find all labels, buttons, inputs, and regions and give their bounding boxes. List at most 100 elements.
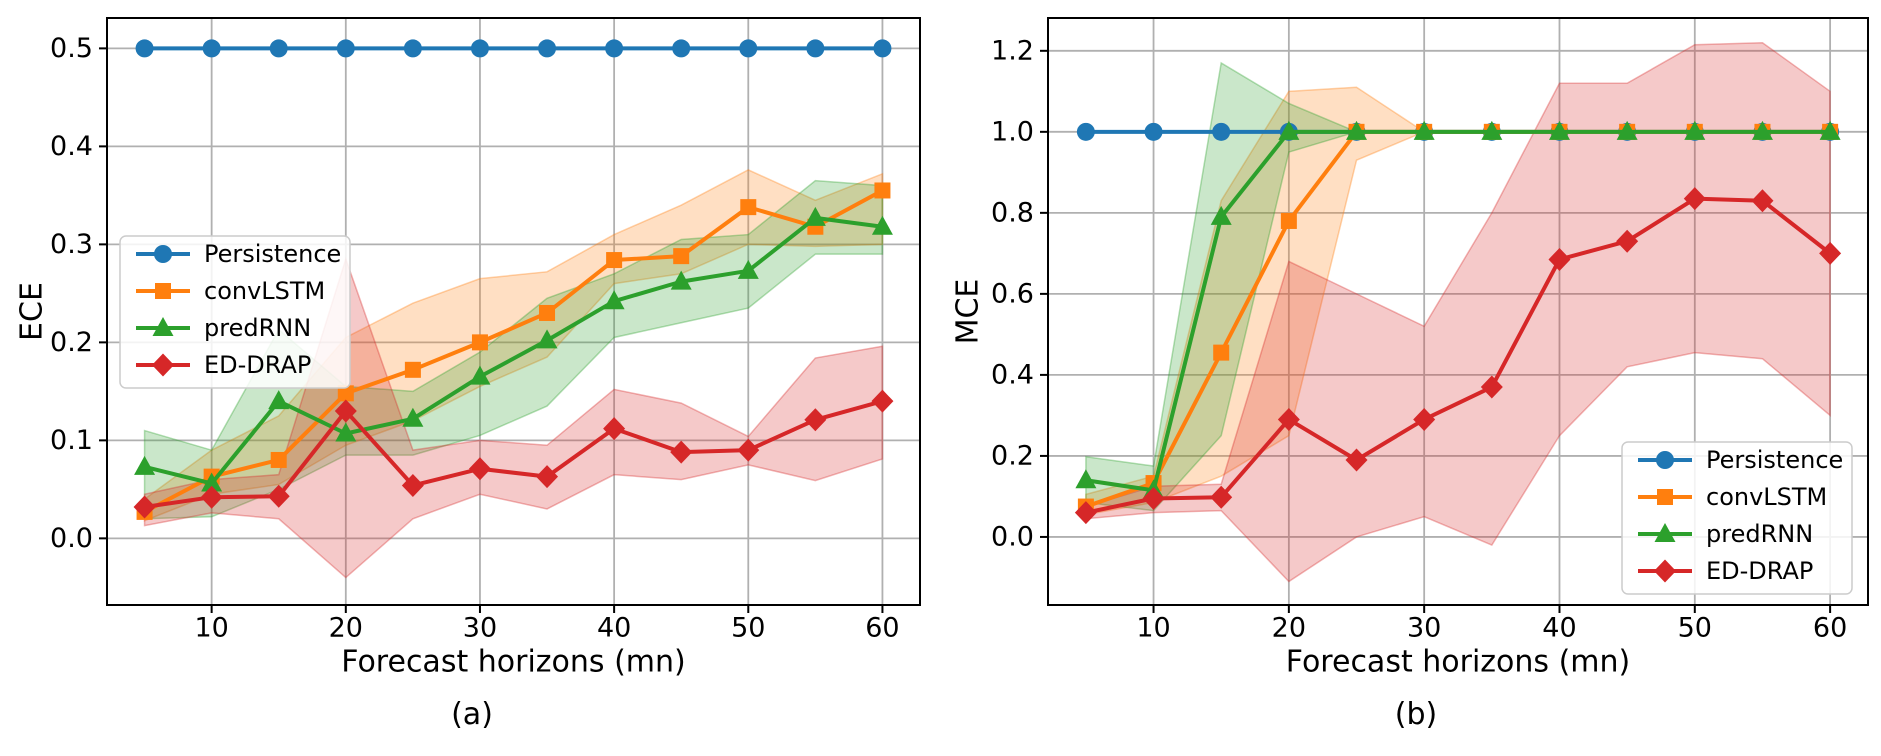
legend: Persistence convLSTM predRNN ED-DRAP [1621, 441, 1853, 595]
band-ED-DRAP [1085, 41, 1831, 583]
marker-ED-DRAP [334, 399, 357, 423]
y-tick-label: 0.0 [991, 521, 1034, 552]
legend-item-convLSTM: convLSTM [1638, 483, 1827, 511]
marker-convLSTM [606, 252, 623, 269]
marker-ED-DRAP [804, 408, 827, 432]
line-predRNN [1083, 129, 1833, 493]
y-tick-label: 0.4 [991, 359, 1034, 390]
legend-label-ED-DRAP: ED-DRAP [1706, 557, 1813, 585]
line-ED-DRAP [142, 399, 885, 510]
y-tick-label: 0.5 [50, 33, 93, 64]
marker-Persistence [202, 39, 221, 58]
legend-marker-predRNN [1654, 523, 1676, 542]
marker-Persistence [1076, 122, 1095, 141]
x-tick-label: 40 [597, 613, 631, 644]
legend-item-predRNN: predRNN [136, 314, 311, 342]
marker-convLSTM [471, 334, 488, 351]
series-predRNN [134, 206, 893, 492]
axes-spines [1047, 17, 1869, 606]
marker-predRNN [402, 407, 424, 427]
marker-predRNN [469, 365, 491, 385]
legend-item-predRNN: predRNN [1638, 520, 1813, 548]
marker-ED-DRAP [1277, 407, 1300, 431]
marker-convLSTM [270, 451, 287, 468]
grid [1048, 18, 1868, 605]
marker-Persistence [470, 39, 489, 58]
y-tick-label: 0.4 [50, 131, 93, 162]
legend-marker-predRNN [152, 317, 174, 336]
marker-Persistence [1212, 122, 1231, 141]
line-convLSTM [142, 188, 885, 514]
y-tick-label: 0.1 [50, 425, 93, 456]
marker-ED-DRAP [1074, 501, 1097, 525]
marker-predRNN [1346, 120, 1368, 140]
marker-ED-DRAP [737, 438, 760, 462]
marker-ED-DRAP [200, 485, 223, 509]
marker-ED-DRAP [133, 495, 156, 519]
marker-convLSTM [874, 182, 891, 199]
legend-label-ED-DRAP: ED-DRAP [204, 351, 311, 379]
x-axis-label: Forecast horizons (mn) [1286, 645, 1630, 680]
legend-marker-convLSTM [1657, 489, 1673, 505]
series-ED-DRAP [133, 389, 894, 519]
marker-predRNN [1278, 120, 1300, 140]
panel-b: 10 20 30 40 50 60 0.0 0.2 0.4 0.6 0.8 1.0 1.2 Forecas… [951, 17, 1869, 680]
legend-marker-convLSTM [155, 283, 171, 299]
y-tick-label: 0.6 [991, 278, 1034, 309]
marker-predRNN [1548, 120, 1570, 140]
x-tick-label: 60 [1813, 613, 1847, 644]
x-tick-label: 30 [1407, 613, 1441, 644]
line-predRNN [142, 215, 885, 486]
series-predRNN [1075, 120, 1841, 499]
marker-Persistence [873, 39, 892, 58]
marker-predRNN [1751, 120, 1773, 140]
legend-item-ED-DRAP: ED-DRAP [1638, 557, 1813, 585]
marker-predRNN [603, 290, 625, 310]
marker-convLSTM [337, 385, 354, 402]
y-tick-label: 1.0 [991, 116, 1034, 147]
marker-convLSTM [740, 199, 757, 216]
tick-labels: 10 20 30 40 50 60 0.0 0.1 0.2 0.3 0.4 0.5 [50, 33, 900, 644]
marker-convLSTM [404, 361, 421, 378]
panel-b-caption: (b) [1394, 697, 1438, 732]
series-Persistence [135, 39, 892, 58]
marker-predRNN [670, 270, 692, 290]
marker-Persistence [672, 39, 691, 58]
x-tick-label: 50 [1678, 613, 1712, 644]
marker-ED-DRAP [536, 465, 559, 489]
x-tick-label: 30 [463, 613, 497, 644]
y-tick-label: 0.8 [991, 197, 1034, 228]
marker-ED-DRAP [1142, 486, 1165, 510]
marker-Persistence [605, 39, 624, 58]
marker-ED-DRAP [1345, 448, 1368, 472]
y-axis-label: MCE [951, 279, 986, 345]
y-axis-label: ECE [15, 282, 50, 341]
marker-convLSTM [539, 304, 556, 321]
panel-a: 10 20 30 40 50 60 0.0 0.1 0.2 0.3 0.4 0.5 Forecast h… [15, 17, 921, 680]
marker-ED-DRAP [1819, 241, 1842, 265]
y-tick-label: 1.2 [991, 35, 1034, 66]
marker-Persistence [135, 39, 154, 58]
marker-Persistence [336, 39, 355, 58]
legend-item-Persistence: Persistence [136, 240, 341, 268]
ticks [99, 47, 884, 613]
marker-predRNN [1481, 120, 1503, 140]
legend-box [119, 235, 351, 389]
legend-marker-Persistence [1656, 451, 1674, 469]
marker-ED-DRAP [401, 473, 424, 497]
x-tick-label: 40 [1542, 613, 1576, 644]
marker-predRNN [1413, 120, 1435, 140]
legend-label-Persistence: Persistence [1706, 446, 1843, 474]
y-tick-label: 0.3 [50, 229, 93, 260]
legend-marker-ED-DRAP [1654, 559, 1676, 583]
marker-ED-DRAP [603, 417, 626, 441]
marker-Persistence [1144, 122, 1163, 141]
marker-ED-DRAP [1616, 229, 1639, 253]
marker-convLSTM [1280, 212, 1297, 229]
series-ED-DRAP [1074, 187, 1842, 525]
marker-ED-DRAP [267, 484, 290, 508]
legend-item-Persistence: Persistence [1638, 446, 1843, 474]
marker-predRNN [1075, 469, 1097, 489]
